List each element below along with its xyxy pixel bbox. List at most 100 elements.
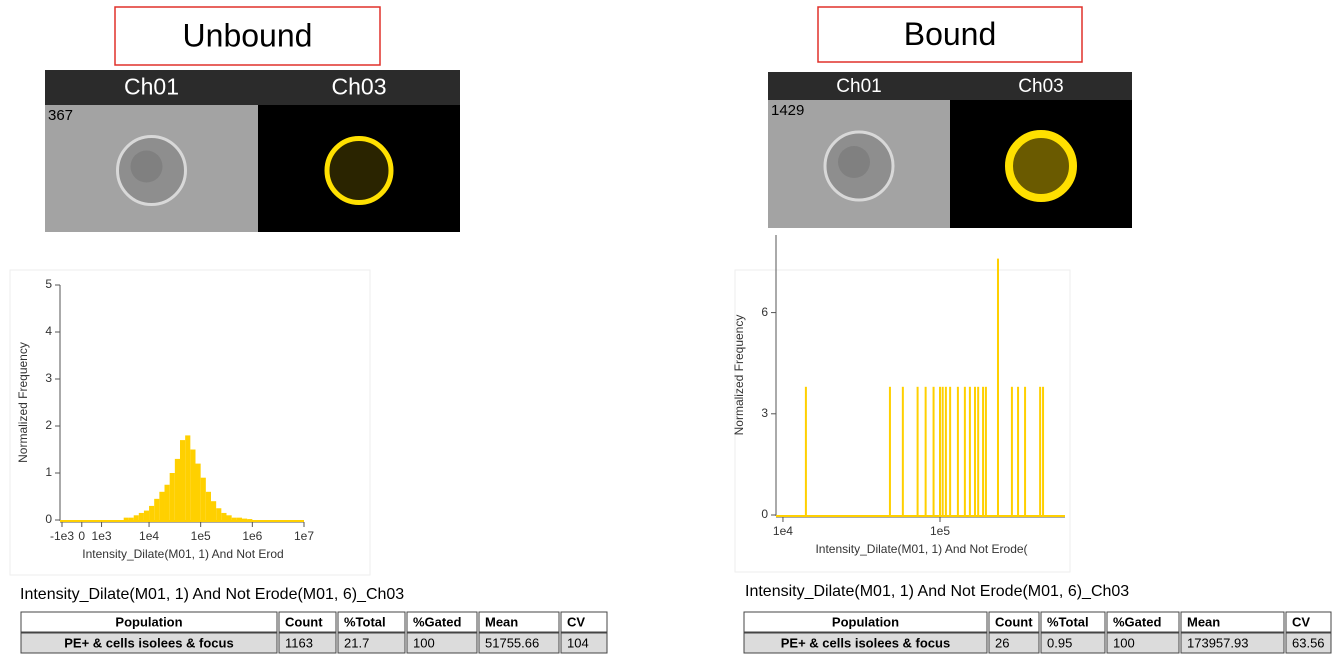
table-cell-text: 63.56 [1292, 635, 1325, 650]
y-tick-label: 4 [45, 324, 52, 338]
table-header-cell [1040, 611, 1106, 633]
table-header-text: %Total [1047, 614, 1089, 629]
x-axis-label: Intensity_Dilate(M01, 1) And Not Erod [82, 547, 283, 561]
bar [916, 386, 919, 515]
bar [944, 386, 947, 515]
bar [973, 386, 976, 515]
bar [939, 386, 942, 515]
table-cell-text: 51755.66 [485, 635, 539, 650]
table-cell-text: 26 [995, 635, 1009, 650]
channel-label: Ch03 [1018, 76, 1063, 97]
table-header-text: %Gated [413, 614, 461, 629]
y-tick-label: 5 [45, 277, 52, 291]
table-cell [478, 632, 560, 654]
bar [1017, 386, 1020, 515]
histogram-bar [247, 519, 253, 520]
table-header-text: Mean [1187, 614, 1220, 629]
bar [1042, 386, 1045, 515]
table-cell-text: 0.95 [1047, 635, 1072, 650]
table-cell [1040, 632, 1106, 654]
y-axis-label: Normalized Frequency [732, 315, 746, 436]
bar [1010, 386, 1013, 515]
bar [924, 386, 927, 515]
table-header-text: Population [115, 614, 182, 629]
bar [941, 386, 944, 515]
table-header-cell [1180, 611, 1285, 633]
y-tick-label: 0 [761, 507, 768, 521]
y-tick-label: 3 [761, 406, 768, 420]
table-cell-text: 100 [413, 635, 435, 650]
bar [984, 386, 987, 515]
bar [963, 386, 966, 515]
table-header-cell [1285, 611, 1332, 633]
table-header-text: Mean [485, 614, 518, 629]
channel-header [768, 72, 1132, 100]
y-tick-label: 0 [45, 512, 52, 526]
table-cell [743, 632, 988, 654]
cell-fluorescence [324, 136, 394, 205]
x-tick-label: 1e7 [294, 529, 314, 543]
x-tick-label: 1e4 [773, 524, 793, 538]
table-cell-text: 173957.93 [1187, 635, 1248, 650]
table-cell [1106, 632, 1180, 654]
object-id: 367 [48, 107, 73, 124]
histogram-bar [180, 440, 186, 520]
table-cell [560, 632, 608, 654]
table-caption: Intensity_Dilate(M01, 1) And Not Erode(M… [20, 586, 404, 603]
table-cell-text: 100 [1113, 635, 1135, 650]
table-header-cell [478, 611, 560, 633]
table-cell [1285, 632, 1332, 654]
chart-frame [9, 269, 371, 576]
histogram-bar [216, 508, 222, 520]
histogram-bar [236, 517, 242, 520]
channel-label: Ch03 [332, 74, 387, 100]
table-header-cell [1106, 611, 1180, 633]
table-header-cell [406, 611, 478, 633]
histogram-bar [133, 515, 139, 520]
title-box [114, 6, 381, 66]
x-tick-label: 1e6 [242, 529, 262, 543]
table-cell-text: 1163 [285, 635, 313, 650]
x-tick-label: 1e3 [92, 529, 112, 543]
y-tick-label: 2 [45, 418, 52, 432]
histogram-bar [190, 449, 196, 520]
table-cell [337, 632, 406, 654]
histogram-bar [241, 518, 248, 520]
object-id: 1429 [771, 102, 804, 119]
x-tick-label: 1e4 [139, 529, 159, 543]
histogram-bar [174, 458, 181, 520]
bar [996, 258, 999, 515]
table-header-text: CV [1292, 614, 1310, 629]
table-header-text: Count [285, 614, 323, 629]
bar [1024, 386, 1027, 515]
table-cell [988, 632, 1040, 654]
histogram-bar [205, 491, 211, 520]
histogram-bar [221, 512, 227, 520]
histogram-bar [143, 510, 150, 520]
table-caption: Intensity_Dilate(M01, 1) And Not Erode(M… [745, 583, 1129, 600]
table-cell [1180, 632, 1285, 654]
table-cell-text: 104 [567, 635, 589, 650]
bar [888, 386, 891, 515]
histogram-bar [200, 477, 206, 520]
table-header-text: Count [995, 614, 1033, 629]
table-header-cell [988, 611, 1040, 633]
table-header-text: Population [832, 614, 899, 629]
bar [1039, 386, 1042, 515]
table-cell-text: PE+ & cells isolees & focus [64, 635, 233, 650]
cell-fluorescence [1005, 130, 1077, 202]
x-tick-label: 0 [78, 529, 85, 543]
y-axis-label: Normalized Frequency [16, 342, 30, 463]
bar [804, 386, 807, 515]
bar [968, 386, 971, 515]
table-header-cell [743, 611, 988, 633]
histogram-bar [210, 501, 217, 520]
histogram-bar [149, 505, 155, 520]
x-axis-label: Intensity_Dilate(M01, 1) And Not Erode( [815, 542, 1027, 556]
cell-texture [130, 150, 163, 183]
panel-title: Bound [904, 16, 997, 52]
histogram-bar [185, 435, 191, 520]
table-header-text: CV [567, 614, 585, 629]
table-cell [278, 632, 337, 654]
table-header-cell [337, 611, 406, 633]
